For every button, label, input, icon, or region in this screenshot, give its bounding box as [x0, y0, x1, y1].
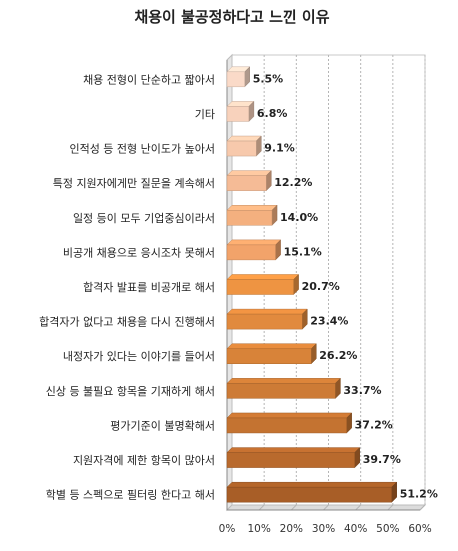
- category-label: 학별 등 스펙으로 필터링 한다고 해서: [46, 488, 215, 502]
- data-label: 51.2%: [400, 488, 438, 501]
- category-label: 일정 등이 모두 기업중심이라서: [73, 211, 215, 225]
- bar-top-face: [226, 170, 272, 176]
- bar-front-face: [226, 279, 294, 295]
- bar: [226, 273, 300, 296]
- bar-top-face: [226, 447, 361, 453]
- category-label: 기타: [195, 108, 215, 121]
- data-label: 14.0%: [280, 211, 318, 224]
- gridline-floor: [323, 504, 329, 511]
- gridline-floor: [355, 504, 362, 511]
- category-label: 비공개 채용으로 응시조차 못해서: [63, 245, 215, 259]
- bar-top-face: [226, 135, 262, 142]
- bar-front-face: [226, 244, 276, 261]
- data-label: 37.2%: [355, 418, 393, 431]
- data-label: 26.2%: [319, 349, 357, 362]
- bar: [226, 343, 317, 365]
- bar-front-face: [226, 210, 273, 226]
- bar: [226, 135, 262, 157]
- bar-top-face: [226, 378, 342, 384]
- bar-front-face: [226, 106, 250, 122]
- data-label: 6.8%: [257, 107, 288, 120]
- bar: [226, 66, 251, 88]
- bar: [226, 308, 308, 330]
- category-label: 평가기준이 불명확해서: [110, 418, 215, 432]
- gridline-floor: [290, 504, 297, 511]
- bar-front-face: [226, 486, 392, 503]
- data-label: 20.7%: [302, 280, 340, 293]
- category-label: 합격자 발표를 비공개로 해서: [83, 280, 215, 294]
- bar-front-face: [226, 140, 257, 157]
- bar-top-face: [226, 239, 282, 246]
- gridline-floor: [387, 504, 394, 511]
- value-labels: 5.5% 6.8% 9.1% 12.2% 14.0% 15.1% 20.7% 23.4% 26.…: [253, 72, 438, 500]
- category-label: 신상 등 불필요 항목을 기재하게 해서: [46, 384, 215, 398]
- chart-title: 채용이 불공정하다고 느낀 이유: [134, 8, 329, 26]
- bars: [226, 66, 398, 503]
- x-tick-label: 40%: [344, 523, 367, 535]
- bar-front-face: [226, 383, 336, 399]
- bar: [226, 481, 398, 503]
- category-label: 합격자가 없다고 채용을 다시 진행해서: [39, 315, 215, 329]
- bar-front-face: [226, 313, 303, 330]
- data-label: 39.7%: [363, 453, 401, 466]
- bar: [226, 446, 361, 469]
- x-tick-label: 0%: [219, 523, 236, 535]
- bar: [226, 170, 272, 192]
- bar: [226, 412, 353, 434]
- category-label: 채용 전형이 단순하고 짧아서: [83, 72, 215, 86]
- gridline-floor: [419, 504, 426, 511]
- bar-front-face: [226, 175, 267, 191]
- bar-front-face: [226, 348, 312, 364]
- bar-front-face: [226, 417, 347, 434]
- x-tick-label: 20%: [280, 523, 303, 535]
- category-label: 지원자격에 제한 항목이 많아서: [73, 454, 215, 467]
- x-tick-label: 50%: [376, 523, 399, 535]
- bar-top-face: [226, 274, 300, 280]
- data-label: 23.4%: [310, 315, 348, 328]
- bar-top-face: [226, 412, 353, 419]
- bar-front-face: [226, 452, 355, 468]
- bar: [226, 204, 278, 226]
- bar: [226, 377, 342, 399]
- gridline-floor: [258, 504, 265, 511]
- category-label: 특정 지원자에게만 질문을 계속해서: [53, 176, 215, 190]
- category-label: 인적성 등 전형 난이도가 높아서: [69, 143, 215, 156]
- x-tick-label: 60%: [408, 523, 431, 535]
- bar: [226, 100, 255, 123]
- bar-top-face: [226, 481, 398, 488]
- x-tick-label: 30%: [312, 523, 335, 535]
- bar-top-face: [226, 343, 317, 349]
- data-label: 33.7%: [343, 384, 381, 397]
- data-label: 9.1%: [264, 142, 295, 155]
- category-label: 내정자가 있다는 이야기를 들어서: [63, 350, 215, 363]
- bar: [226, 239, 282, 261]
- bar-top-face: [226, 308, 308, 315]
- data-label: 5.5%: [253, 72, 284, 85]
- bar-front-face: [226, 71, 245, 88]
- x-tick-labels: 0% 10% 20% 30% 40% 50% 60%: [219, 523, 432, 535]
- x-tick-label: 10%: [247, 523, 270, 535]
- bar-top-face: [226, 205, 278, 211]
- data-label: 15.1%: [284, 245, 322, 258]
- data-label: 12.2%: [274, 176, 312, 189]
